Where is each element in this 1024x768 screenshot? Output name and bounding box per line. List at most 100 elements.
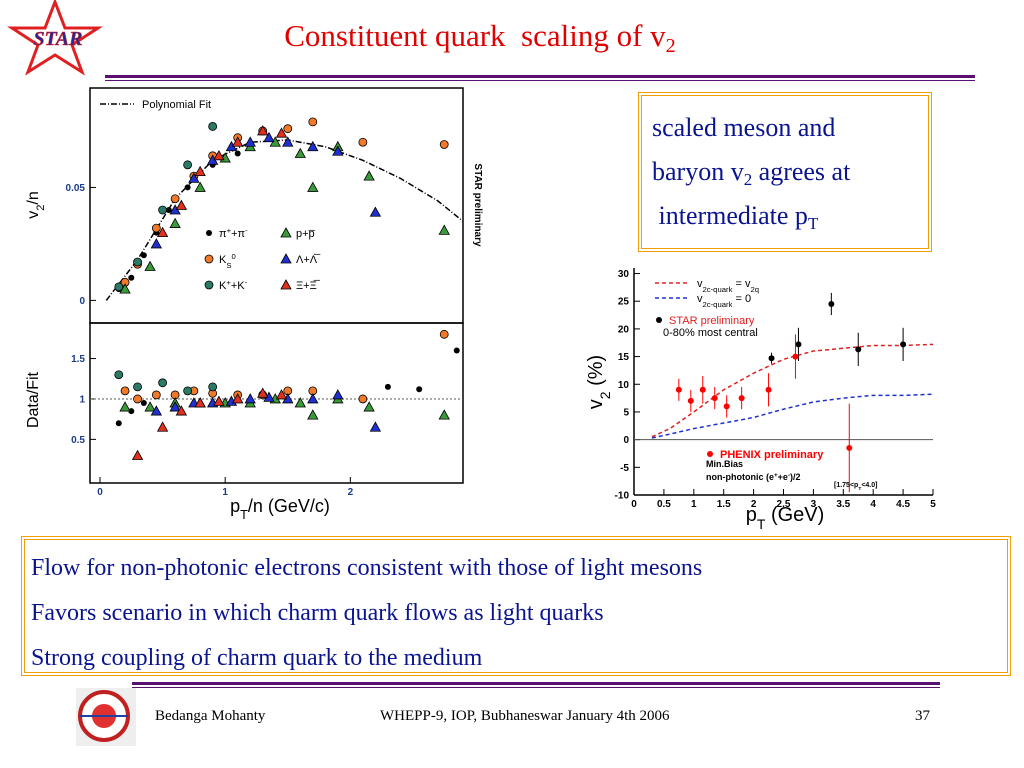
legend-label: PHENIX preliminary: [720, 449, 824, 461]
text-part: +: [774, 472, 778, 479]
marker: [131, 449, 144, 460]
y-axis-label: v2 (%): [585, 355, 613, 409]
legend-label: STAR preliminary: [669, 315, 755, 327]
text-part: (GeV): [765, 504, 824, 526]
callout-line: scaled meson and: [652, 113, 836, 142]
marker: [707, 451, 713, 457]
x-axis-label: pT (GeV): [746, 504, 825, 532]
marker: [170, 194, 180, 204]
x-tick-label: 0: [631, 499, 637, 510]
marker: [307, 140, 319, 152]
y-tick-label: 20: [618, 324, 630, 335]
marker: [151, 390, 161, 400]
marker: [204, 254, 214, 264]
legend-label: Λ+Λ̅: [296, 254, 321, 266]
marker: [308, 117, 318, 127]
marker: [133, 382, 142, 392]
marker: [846, 444, 853, 451]
marker: [283, 124, 293, 134]
marker: [175, 199, 188, 210]
text-part: 2: [35, 205, 47, 211]
marker: [369, 421, 382, 432]
callout-line: intermediate pT: [652, 194, 918, 238]
marker: [723, 403, 730, 410]
marker: [275, 389, 288, 400]
text-part: 2: [597, 391, 613, 399]
text-part: Constituent quark scaling of v: [284, 18, 666, 53]
marker: [453, 347, 460, 354]
marker: [416, 386, 423, 393]
text-part: v: [585, 399, 607, 409]
text-part: (%): [585, 355, 607, 392]
marker: [332, 145, 344, 156]
marker: [257, 125, 269, 136]
x-tick-label: 0.5: [657, 499, 671, 510]
marker: [114, 370, 124, 380]
marker: [158, 205, 167, 215]
marker: [358, 137, 368, 147]
marker: [169, 217, 181, 228]
x-tick-label: 3.5: [836, 499, 850, 510]
marker: [244, 393, 256, 404]
plot-frame: [89, 322, 464, 484]
bullet-line: Favors scenario in which charm quark flo…: [31, 600, 604, 626]
marker: [151, 223, 161, 233]
x-tick-label: 2: [348, 487, 354, 498]
marker: [765, 386, 772, 393]
text-part: -: [245, 226, 248, 235]
y-tick-label: 0.05: [66, 183, 86, 194]
footer-page: 37: [915, 708, 930, 724]
marker: [294, 397, 306, 408]
text-part: 2c-quark: [703, 285, 733, 294]
annotation: STAR preliminary: [472, 163, 483, 247]
text-part: v: [697, 293, 703, 305]
text-part: /n: [25, 191, 42, 204]
y-tick-label: 15: [618, 352, 630, 363]
marker: [792, 353, 799, 360]
marker: [257, 387, 269, 398]
x-tick-label: 1: [691, 499, 697, 510]
x-tick-label: 1: [222, 487, 228, 498]
logo-text: STAR: [34, 28, 83, 50]
footer-author: Bedanga Mohanty: [155, 708, 266, 724]
marker: [280, 253, 292, 264]
fit-line: [651, 393, 934, 439]
x-tick-label: 4.5: [896, 499, 910, 510]
text-part: <4.0]: [861, 482, 877, 489]
callout-line: baryon v2 agrees at: [652, 150, 918, 194]
y-tick-label: 1: [79, 394, 85, 405]
marker: [194, 165, 206, 177]
text-part: π: [219, 228, 227, 240]
marker: [828, 300, 835, 307]
marker: [438, 224, 450, 235]
marker: [275, 127, 288, 138]
marker: [711, 395, 718, 402]
marker: [332, 389, 344, 400]
marker: [183, 386, 193, 396]
marker: [280, 279, 292, 290]
marker: [175, 405, 188, 416]
text-part: non-photonic (e: [706, 472, 774, 482]
marker: [369, 206, 382, 217]
marker: [855, 346, 862, 353]
marker: [140, 400, 147, 406]
marker: [150, 238, 163, 249]
marker: [204, 280, 214, 290]
text-part: +π: [231, 228, 245, 240]
marker: [244, 136, 256, 147]
marker: [307, 181, 319, 192]
annotation: non-photonic (e++e-)/2: [706, 472, 801, 483]
marker: [115, 420, 122, 427]
marker: [699, 386, 706, 393]
marker: [234, 150, 241, 157]
marker: [280, 227, 292, 238]
text-part: )/2: [790, 472, 801, 482]
marker: [194, 181, 206, 192]
marker: [384, 383, 391, 390]
marker: [208, 122, 218, 131]
marker: [150, 405, 163, 416]
marker: [133, 257, 142, 267]
text-part: 0: [231, 252, 235, 261]
x-tick-label: 1.5: [717, 499, 731, 510]
fit-line: [651, 343, 934, 438]
